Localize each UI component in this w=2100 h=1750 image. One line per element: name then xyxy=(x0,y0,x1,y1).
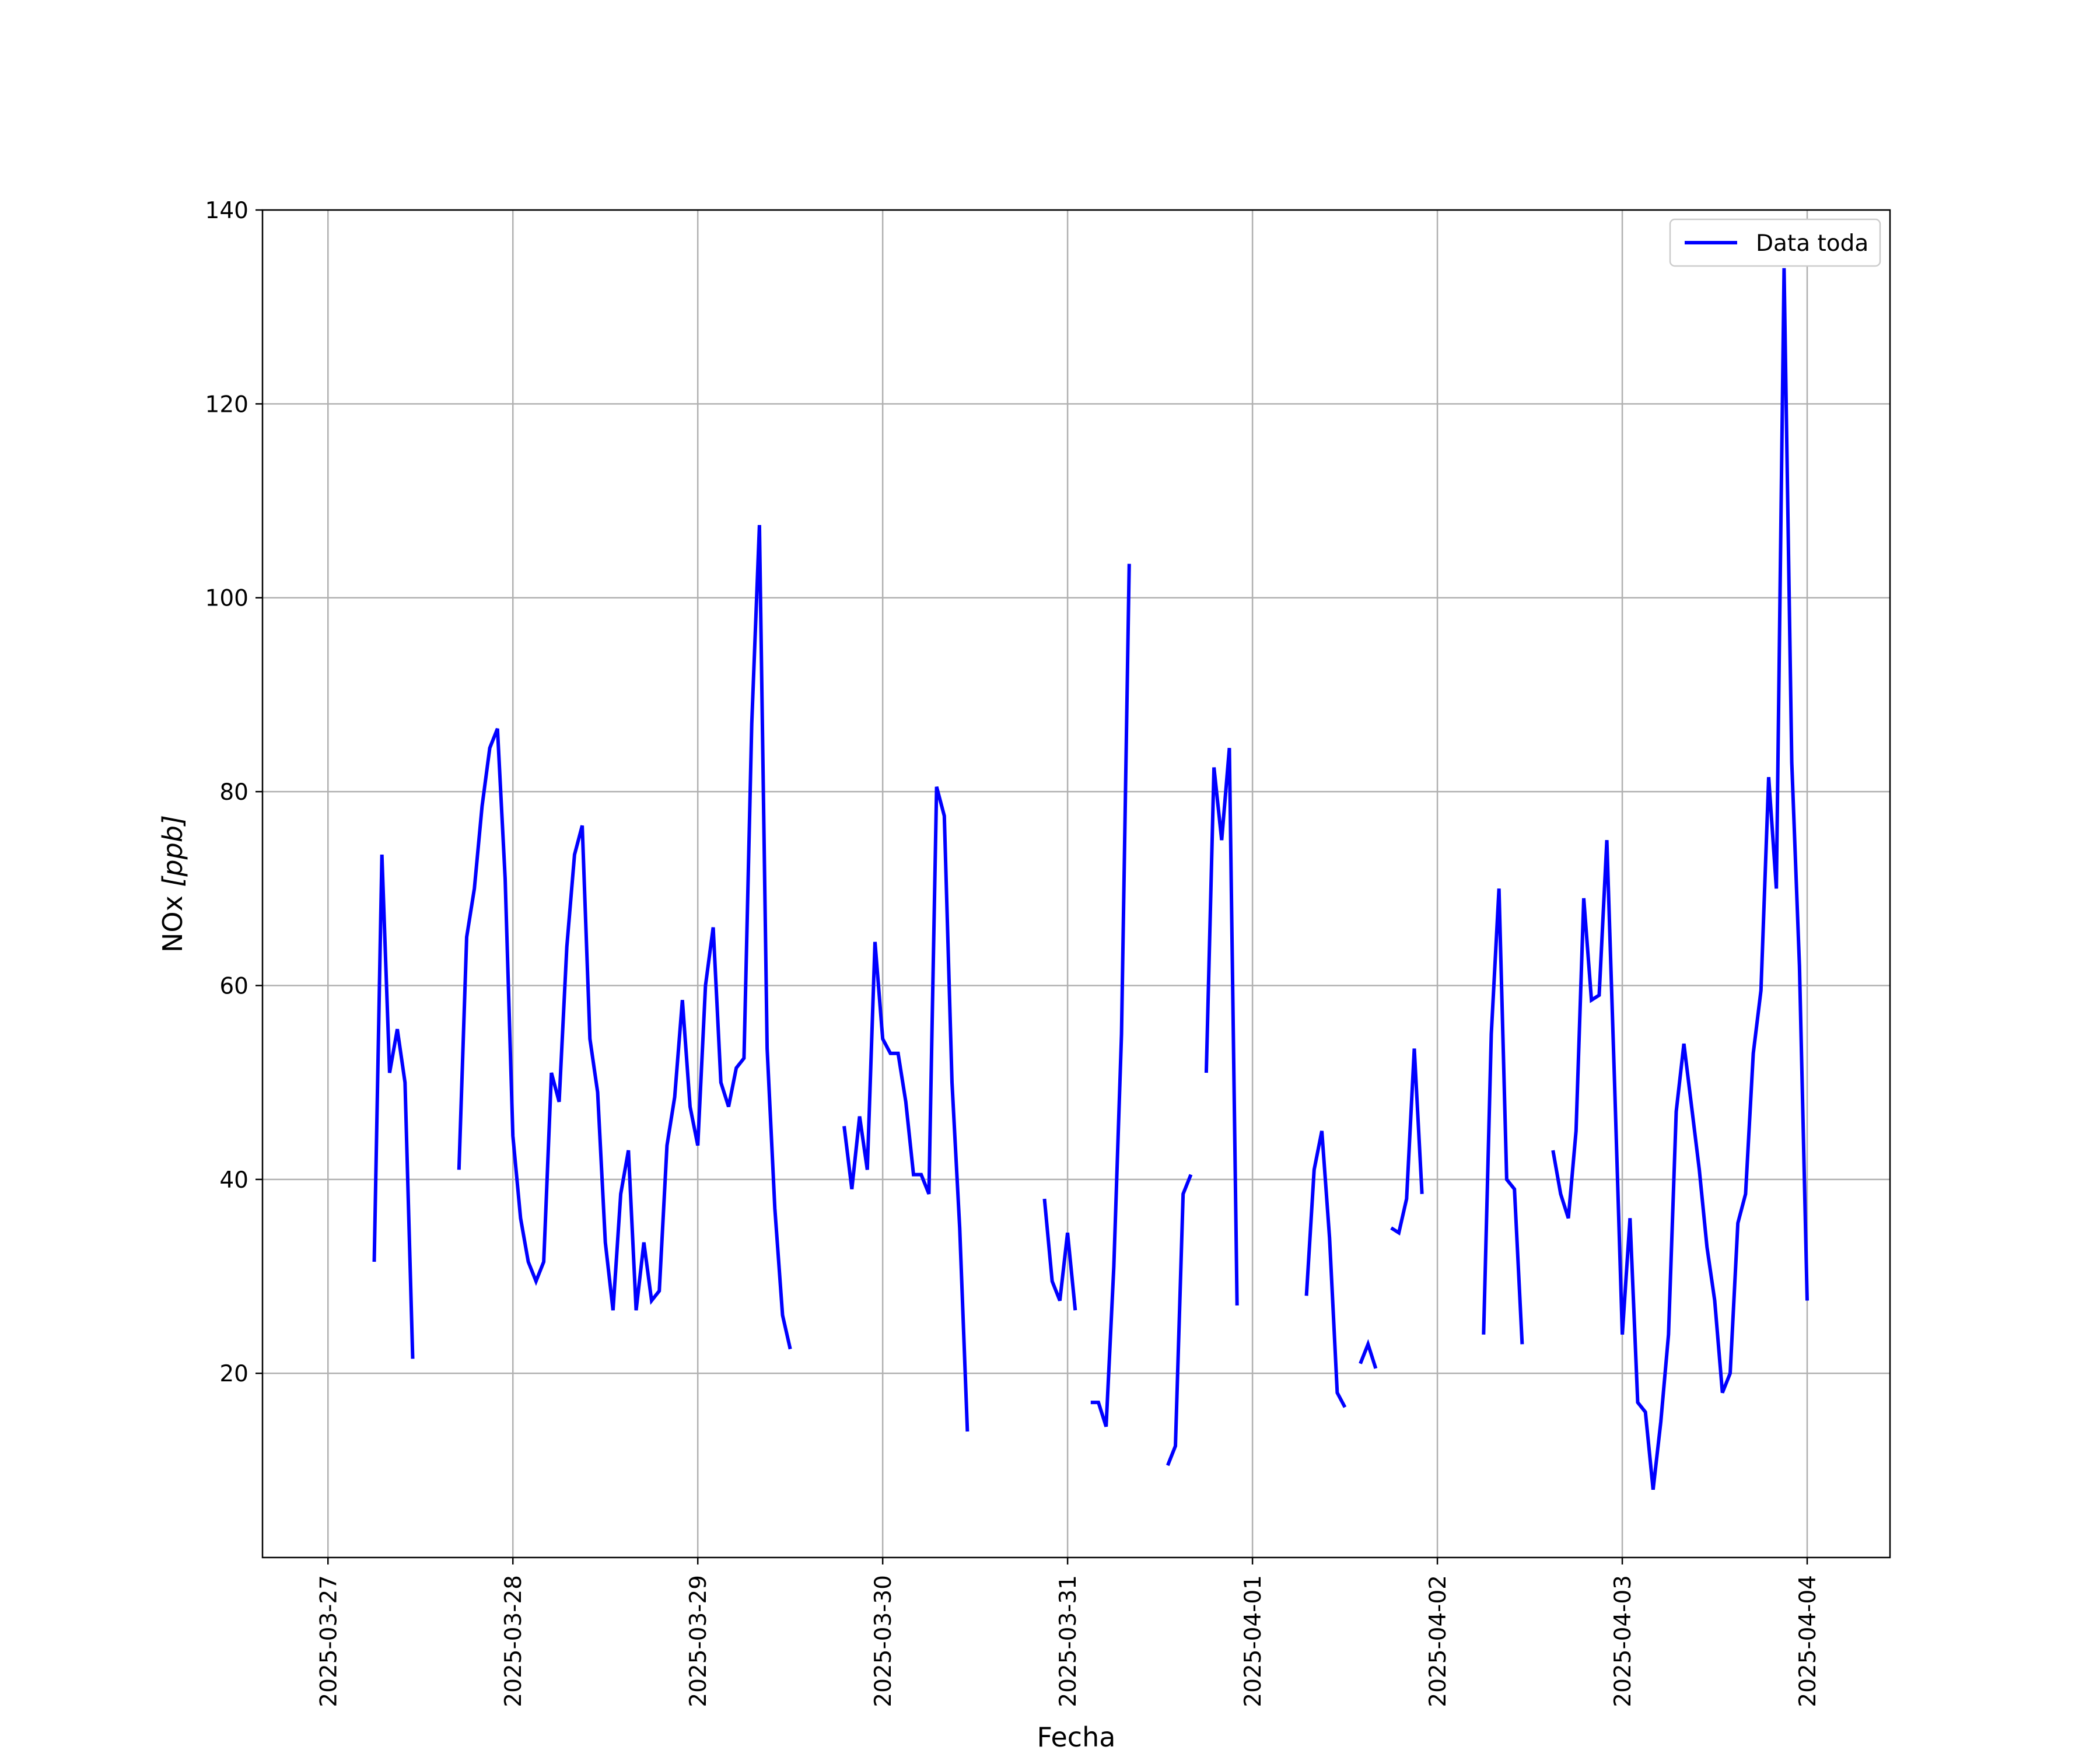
series-line-segment xyxy=(1204,748,1239,1306)
y-axis-label: NOx [ppb] xyxy=(157,815,188,953)
series-line-segment xyxy=(1390,1048,1424,1236)
series-line-segment xyxy=(842,786,970,1432)
x-tick-label: 2025-03-31 xyxy=(1055,1575,1082,1707)
y-tick-label: 120 xyxy=(205,391,249,418)
x-tick-label: 2025-03-27 xyxy=(316,1575,342,1707)
series-line-segment xyxy=(372,854,415,1359)
series-line-segment xyxy=(1551,268,1809,1490)
x-tick-label: 2025-04-04 xyxy=(1795,1575,1821,1707)
x-axis-label: Fecha xyxy=(1037,1721,1116,1750)
y-tick-label: 20 xyxy=(219,1361,249,1387)
legend: Data toda xyxy=(1669,218,1881,267)
series-line-segment xyxy=(1090,564,1131,1427)
y-tick-label: 100 xyxy=(205,586,249,612)
series-line-segment xyxy=(457,524,792,1350)
series-line-segment xyxy=(1304,1130,1347,1408)
y-axis-label-unit: [ppb] xyxy=(157,815,188,887)
x-tick-label: 2025-03-28 xyxy=(501,1575,527,1707)
x-tick-label: 2025-03-30 xyxy=(870,1575,897,1707)
plot-frame xyxy=(261,209,1891,1559)
plot-area xyxy=(262,210,1890,1558)
x-tick-label: 2025-04-01 xyxy=(1240,1575,1266,1707)
y-tick-label: 140 xyxy=(205,198,249,224)
series-layer xyxy=(372,268,1809,1490)
legend-label-data-toda: Data toda xyxy=(1756,230,1868,257)
x-tick-label: 2025-04-02 xyxy=(1425,1575,1451,1707)
y-tick-label: 80 xyxy=(219,779,249,806)
series-line-segment xyxy=(1482,888,1524,1345)
series-line-segment xyxy=(1166,1174,1193,1466)
y-tick-label: 60 xyxy=(219,973,249,999)
series-line-segment xyxy=(1042,1198,1077,1311)
y-tick-label: 40 xyxy=(219,1167,249,1194)
legend-box xyxy=(1669,218,1881,267)
x-tick-label: 2025-04-03 xyxy=(1610,1575,1636,1707)
ticks: 20 40 60 80 100 120 140 2025-03-27 2025-03-28 202… xyxy=(205,198,1821,1707)
x-tick-label: 2025-03-29 xyxy=(685,1575,712,1707)
series-line-segment xyxy=(1359,1339,1378,1369)
y-axis-label-main: NOx xyxy=(157,887,188,953)
